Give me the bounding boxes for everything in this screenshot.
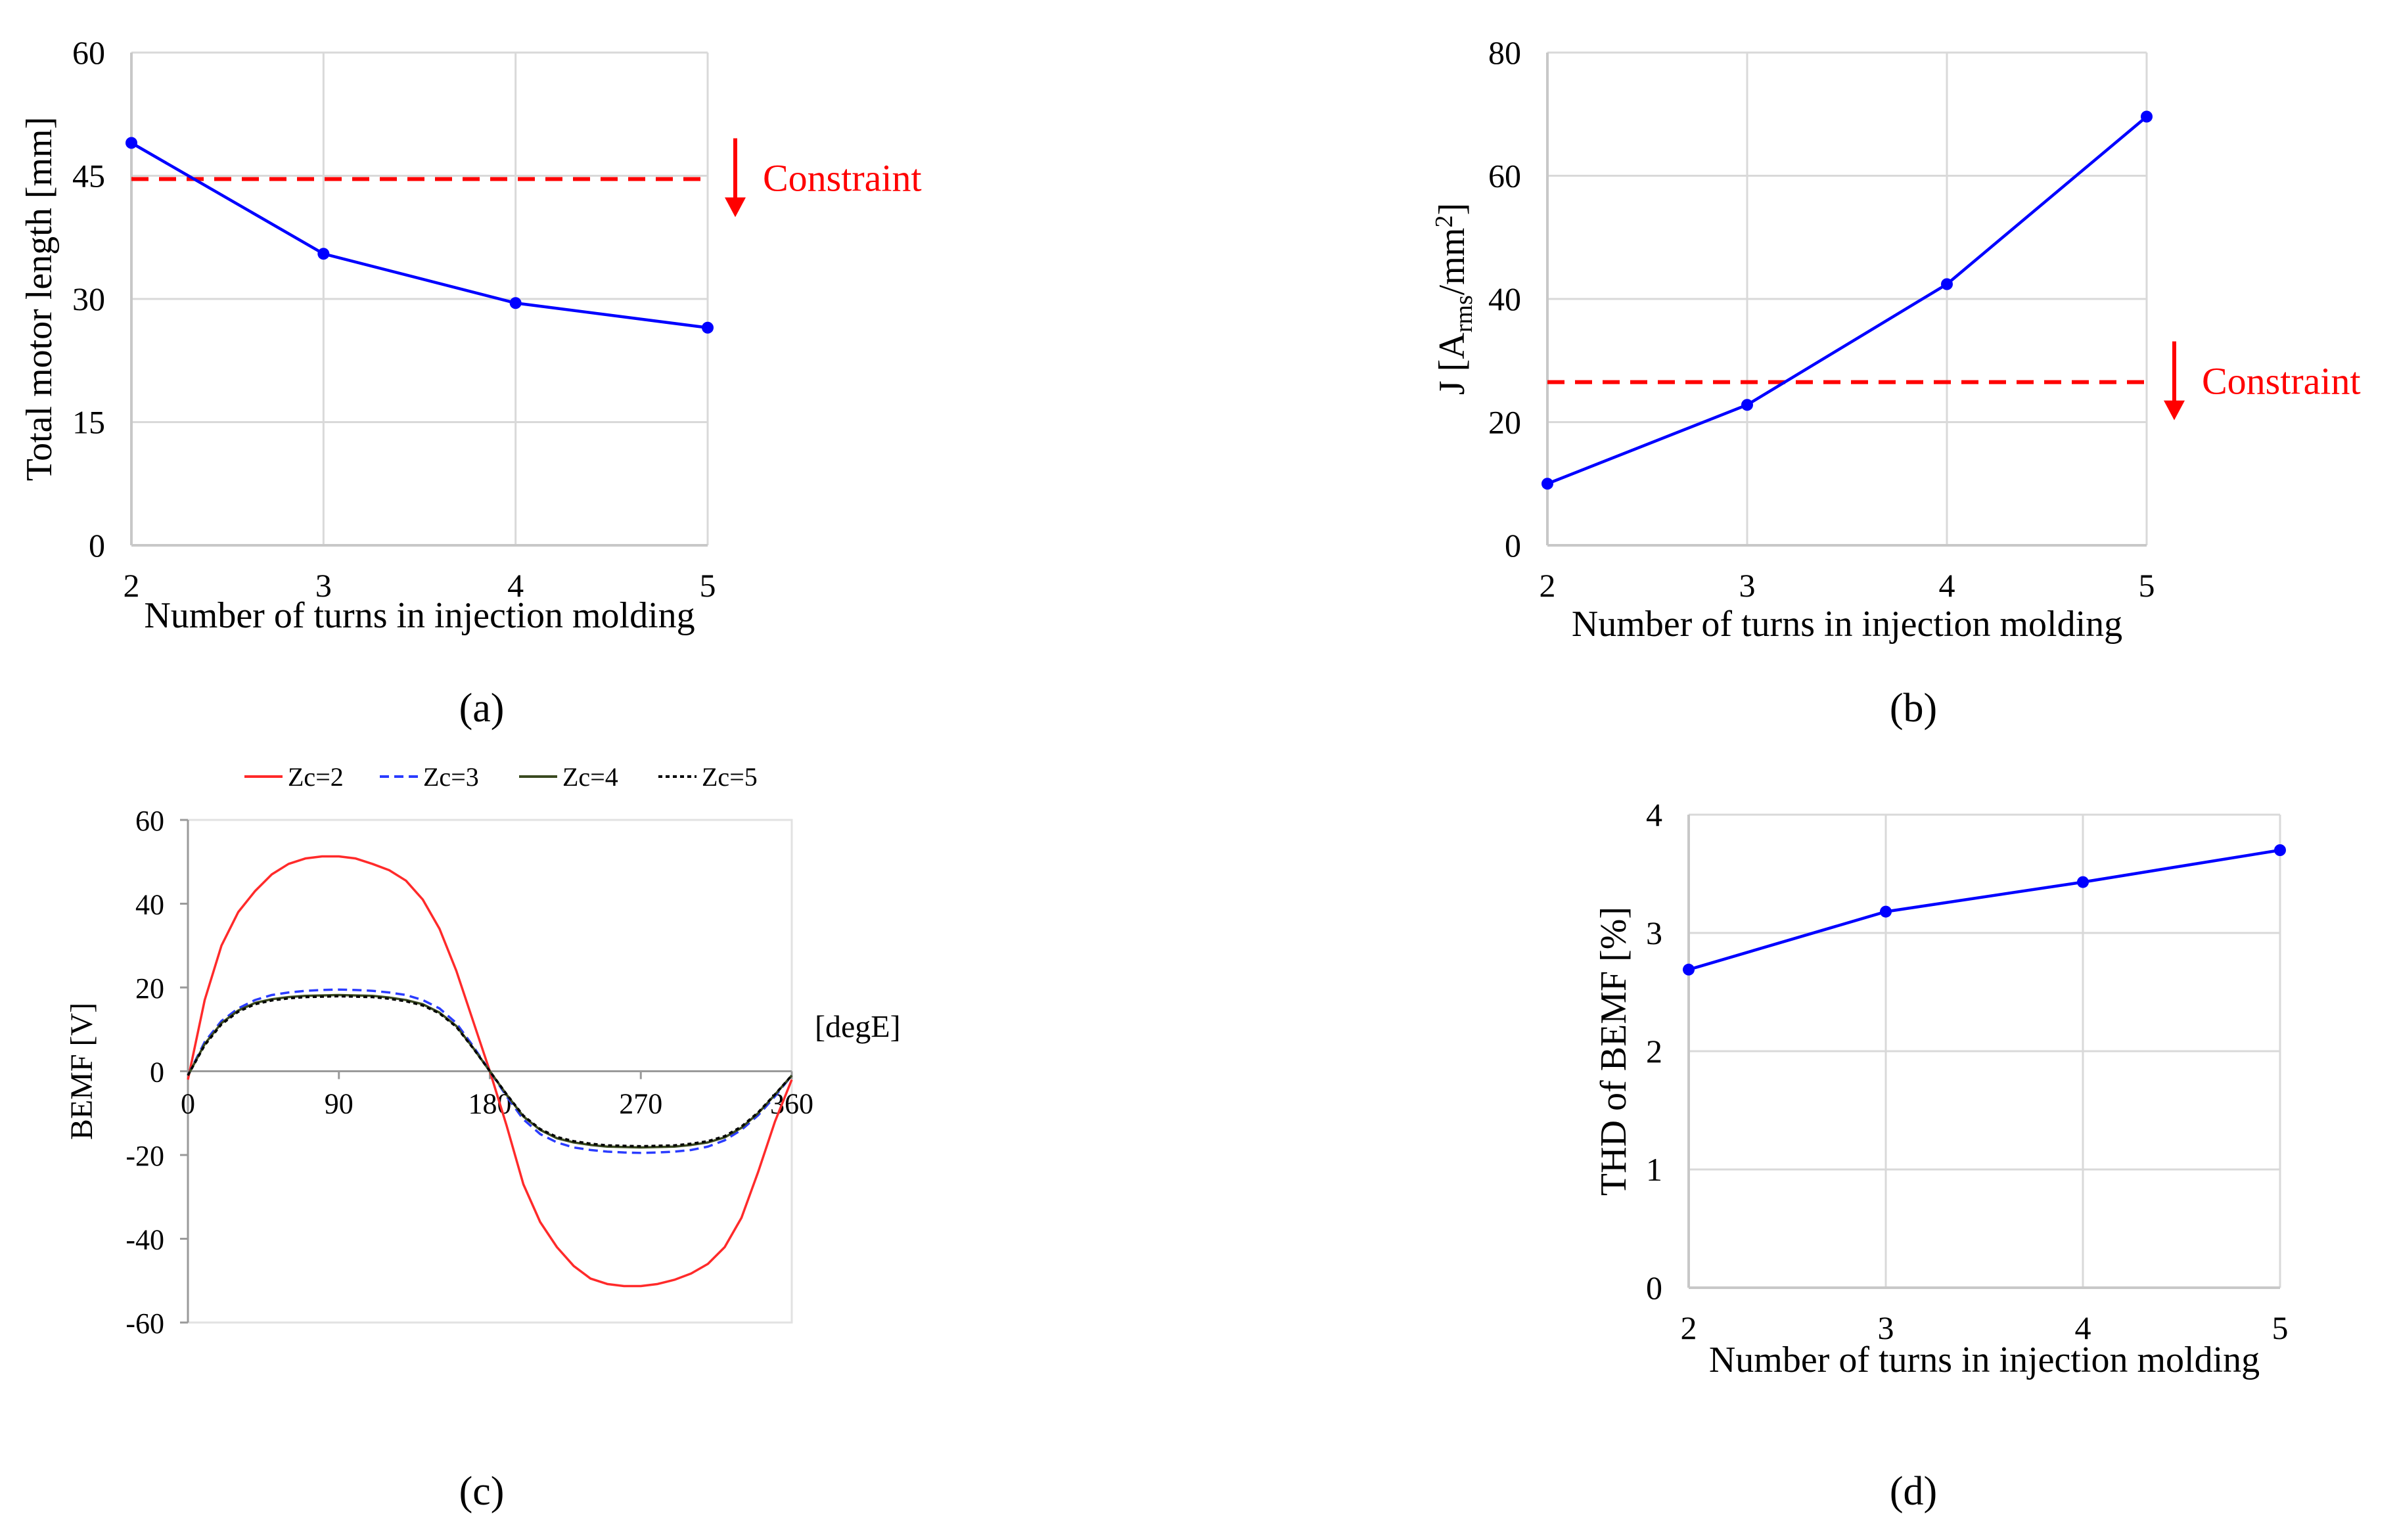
panel-label: (a) bbox=[459, 686, 505, 731]
y-axis-title-part: /mm bbox=[1432, 228, 1472, 296]
y-axis-title-part: 2 bbox=[1430, 215, 1458, 228]
constraint-arrow-head bbox=[2164, 400, 2185, 420]
panel-b-current-density-chart: 0 20 40 60 80 2 3 4 5 Constraint Number of turns i… bbox=[1430, 34, 2361, 731]
x-tick-label: 2 bbox=[124, 567, 140, 604]
data-point bbox=[1880, 905, 1892, 918]
x-tick-label: 4 bbox=[1939, 567, 1955, 604]
y-tick-label: 1 bbox=[1646, 1151, 1662, 1188]
constraint-arrow-head bbox=[725, 197, 746, 217]
panel-label: (b) bbox=[1890, 686, 1937, 731]
x-tick-label: 3 bbox=[1739, 567, 1756, 604]
data-point bbox=[702, 321, 714, 334]
legend-label: Zc=3 bbox=[423, 762, 479, 792]
x-tick-label: 5 bbox=[2272, 1309, 2289, 1346]
y-tick-label: 45 bbox=[72, 158, 105, 194]
y-tick-label: 30 bbox=[72, 281, 105, 317]
data-point bbox=[2077, 876, 2089, 888]
y-tick-label: 3 bbox=[1646, 915, 1662, 951]
x-tick-label: 90 bbox=[325, 1088, 354, 1120]
y-tick-label: -20 bbox=[126, 1140, 164, 1172]
panel-label: (c) bbox=[459, 1469, 505, 1514]
x-tick-label: 270 bbox=[619, 1088, 662, 1120]
y-tick-label: 60 bbox=[72, 34, 105, 71]
y-tick-label: 20 bbox=[1488, 404, 1521, 441]
y-tick-label: 0 bbox=[1646, 1269, 1662, 1306]
x-tick-label: 2 bbox=[1681, 1309, 1697, 1346]
series-line-zc-3 bbox=[187, 988, 793, 1154]
legend-label: Zc=5 bbox=[702, 762, 758, 792]
y-tick-label: 0 bbox=[150, 1056, 164, 1089]
y-axis-title-part: rms bbox=[1450, 295, 1478, 332]
series-line-zc-5 bbox=[187, 995, 793, 1148]
y-tick-label: 4 bbox=[1646, 796, 1662, 833]
data-point bbox=[1941, 278, 1953, 290]
series-line bbox=[1547, 115, 2148, 486]
data-point bbox=[2274, 844, 2286, 856]
y-axis-title-part: J [A bbox=[1432, 332, 1472, 395]
x-axis-title: Number of turns in injection molding bbox=[1709, 1340, 2260, 1380]
x-tick-label: 4 bbox=[2075, 1309, 2091, 1346]
data-point bbox=[1741, 399, 1753, 411]
y-axis-title: THD of BEMF [%] bbox=[1593, 907, 1634, 1196]
panel-label: (d) bbox=[1890, 1469, 1937, 1514]
x-tick-label: 5 bbox=[700, 567, 716, 604]
y-tick-label: 15 bbox=[72, 404, 105, 441]
y-tick-label: 60 bbox=[135, 805, 164, 837]
y-tick-label: 40 bbox=[1488, 281, 1521, 317]
data-point bbox=[317, 248, 330, 260]
x-tick-label: 5 bbox=[2139, 567, 2155, 604]
x-axis-title: Number of turns in injection molding bbox=[1572, 604, 2122, 645]
y-tick-label: 0 bbox=[89, 527, 105, 564]
y-axis-title: Total motor length [mm] bbox=[19, 117, 60, 481]
legend-label: Zc=4 bbox=[562, 762, 618, 792]
constraint-label: Constraint bbox=[2202, 360, 2361, 403]
y-axis-title: BEMF [V] bbox=[64, 1003, 99, 1140]
y-tick-label: -40 bbox=[126, 1224, 164, 1256]
constraint-label: Constraint bbox=[763, 157, 922, 200]
x-axis-title: Number of turns in injection molding bbox=[144, 595, 695, 636]
series-line bbox=[130, 141, 708, 329]
y-tick-label: -60 bbox=[126, 1307, 164, 1340]
data-point bbox=[1683, 963, 1695, 976]
x-tick-label: 3 bbox=[315, 567, 332, 604]
data-point bbox=[1541, 478, 1553, 490]
series-line-zc-4 bbox=[187, 993, 793, 1149]
y-axis-title: J [Arms/mm2] bbox=[1430, 203, 1478, 395]
x-tick-label: 4 bbox=[507, 567, 524, 604]
x-tick-label: 2 bbox=[1540, 567, 1556, 604]
y-tick-label: 20 bbox=[135, 972, 164, 1005]
y-axis-title-part: ] bbox=[1432, 203, 1472, 215]
x-tick-label: 0 bbox=[181, 1088, 195, 1120]
data-point bbox=[2141, 110, 2153, 123]
x-tick-label: 3 bbox=[1878, 1309, 1894, 1346]
y-tick-label: 2 bbox=[1646, 1033, 1662, 1070]
series-line bbox=[1688, 848, 2281, 971]
data-point bbox=[126, 137, 137, 149]
y-tick-label: 0 bbox=[1505, 527, 1521, 564]
y-tick-label: 80 bbox=[1488, 34, 1521, 71]
y-tick-label: 40 bbox=[135, 889, 164, 921]
legend-label: Zc=2 bbox=[288, 762, 344, 792]
data-point bbox=[509, 297, 522, 309]
y-tick-label: 60 bbox=[1488, 158, 1521, 194]
panel-d-thd-chart: 0 1 2 3 4 2 3 4 5 Number of turns in injection mo… bbox=[1593, 796, 2289, 1514]
x-axis-title: [degE] bbox=[815, 1010, 901, 1045]
